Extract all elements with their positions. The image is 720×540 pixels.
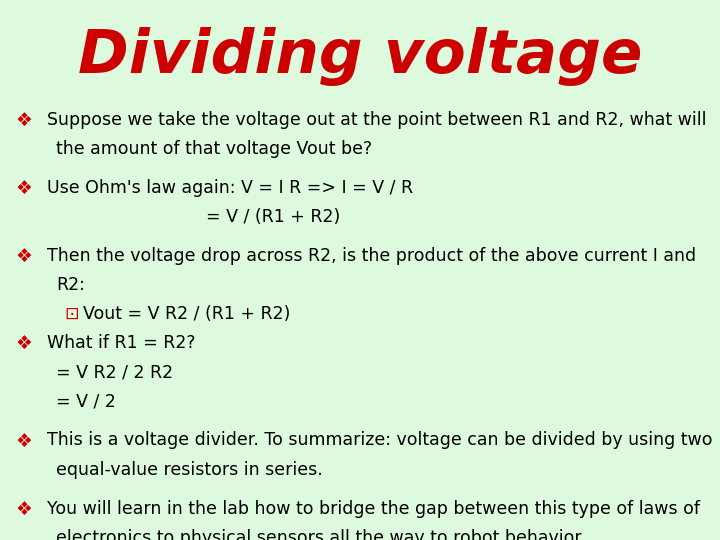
Text: What if R1 = R2?: What if R1 = R2? [47,334,195,352]
Text: This is a voltage divider. To summarize: voltage can be divided by using two: This is a voltage divider. To summarize:… [47,431,712,449]
Text: = V / 2: = V / 2 [56,393,116,410]
Text: = V / (R1 + R2): = V / (R1 + R2) [207,208,341,226]
Text: ❖: ❖ [16,500,32,518]
Text: Vout = V R2 / (R1 + R2): Vout = V R2 / (R1 + R2) [83,305,290,323]
Text: ❖: ❖ [16,179,32,198]
Text: Then the voltage drop across R2, is the product of the above current I and: Then the voltage drop across R2, is the … [47,247,696,265]
Text: Suppose we take the voltage out at the point between R1 and R2, what will: Suppose we take the voltage out at the p… [47,111,706,129]
Text: Dividing voltage: Dividing voltage [78,27,642,86]
Text: ⊡: ⊡ [65,305,79,323]
Text: ❖: ❖ [16,247,32,266]
Text: the amount of that voltage Vout be?: the amount of that voltage Vout be? [56,140,372,158]
Text: R2:: R2: [56,276,85,294]
Text: ❖: ❖ [16,431,32,450]
Text: electronics to physical sensors all the way to robot behavior.: electronics to physical sensors all the … [56,529,585,540]
Text: You will learn in the lab how to bridge the gap between this type of laws of: You will learn in the lab how to bridge … [47,500,700,517]
Text: equal-value resistors in series.: equal-value resistors in series. [56,461,323,478]
Text: ❖: ❖ [16,111,32,130]
Text: Use Ohm's law again: V = I R => I = V / R: Use Ohm's law again: V = I R => I = V / … [47,179,413,197]
Text: = V R2 / 2 R2: = V R2 / 2 R2 [56,363,174,381]
Text: ❖: ❖ [16,334,32,353]
